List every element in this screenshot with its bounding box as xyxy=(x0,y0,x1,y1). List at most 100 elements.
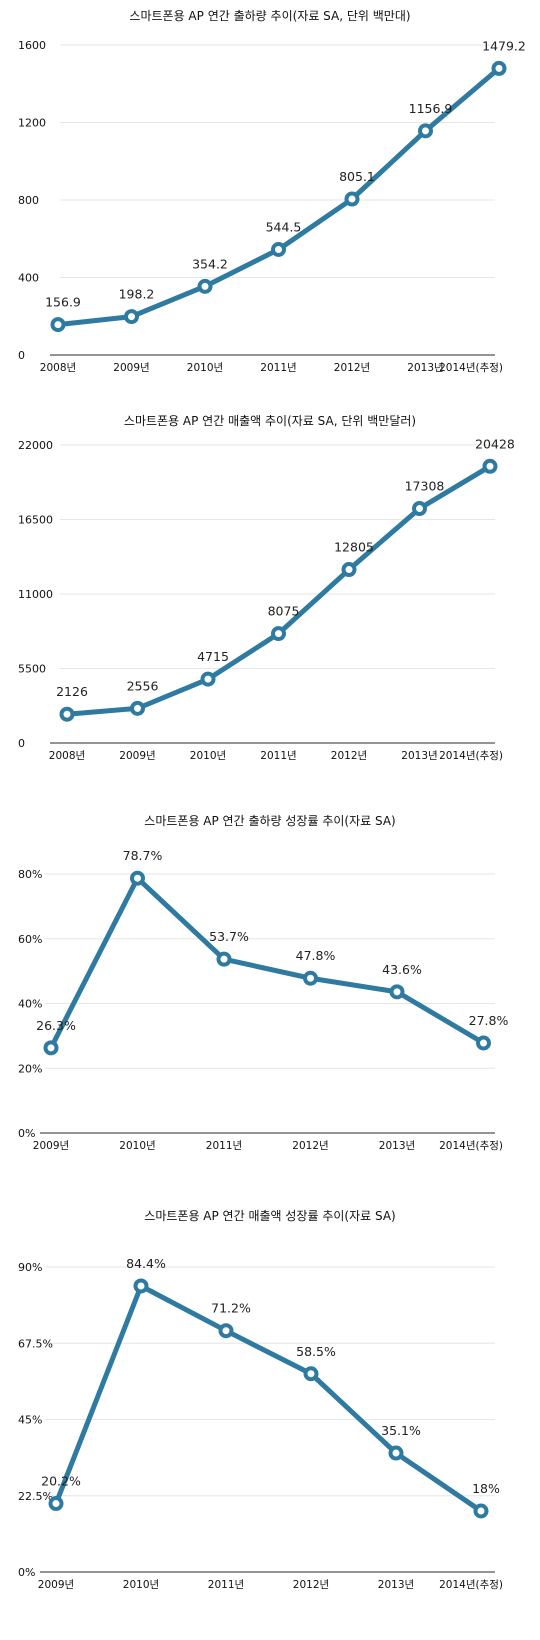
data-label: 35.1% xyxy=(381,1423,421,1438)
y-tick-label: 16500 xyxy=(18,514,53,527)
data-point xyxy=(130,870,145,886)
data-label: 1479.2 xyxy=(482,38,526,53)
x-tick-label: 2009년 xyxy=(113,362,149,374)
y-tick-label: 5500 xyxy=(18,663,46,676)
y-tick-label: 60% xyxy=(18,933,42,946)
y-tick-label: 90% xyxy=(18,1261,42,1274)
y-tick-label: 40% xyxy=(18,998,42,1011)
x-tick-label: 2009년 xyxy=(33,1140,69,1152)
data-point xyxy=(124,309,139,325)
data-label: 53.7% xyxy=(209,929,249,944)
chart-4: 스마트폰용 AP 연간 매출액 성장률 추이(자료 SA) 0% 22.5% 45% 6… xyxy=(18,1209,503,1591)
data-label: 20428 xyxy=(475,436,515,451)
data-point xyxy=(218,1323,234,1339)
y-tick-label: 1600 xyxy=(18,39,46,52)
y-tick-label: 22000 xyxy=(18,439,53,452)
data-label: 198.2 xyxy=(119,287,155,302)
y-tick-label: 800 xyxy=(18,194,39,207)
data-point xyxy=(197,278,213,294)
x-tick-label: 2012년 xyxy=(293,1579,329,1591)
x-tick-label: 2009년 xyxy=(38,1579,74,1591)
data-label: 47.8% xyxy=(296,948,336,963)
data-label: 20.2% xyxy=(41,1474,81,1489)
data-label: 43.6% xyxy=(382,962,422,977)
x-tick-label: 2010년 xyxy=(123,1579,159,1591)
data-label: 12805 xyxy=(334,540,374,555)
x-tick-label: 2008년 xyxy=(40,362,76,374)
data-point xyxy=(341,562,357,578)
series-line xyxy=(48,875,486,1051)
chart-1: 스마트폰용 AP 연간 출하량 추이(자료 SA, 단위 백만대) 0 400 800… xyxy=(18,9,526,374)
data-point xyxy=(412,501,427,517)
y-tick-label: 45% xyxy=(18,1414,42,1427)
data-label: 71.2% xyxy=(211,1301,251,1316)
data-point xyxy=(482,458,498,474)
data-label: 4715 xyxy=(197,649,229,664)
y-tick-label: 11000 xyxy=(18,588,53,601)
data-point xyxy=(388,1445,404,1461)
data-label: 1156.9 xyxy=(409,101,453,116)
x-tick-label: 2011년 xyxy=(260,750,296,762)
x-tick-label: 2013년 xyxy=(401,750,437,762)
data-label: 26.3% xyxy=(36,1018,76,1033)
data-label: 354.2 xyxy=(192,256,228,271)
data-point xyxy=(473,1503,489,1519)
data-label: 805.1 xyxy=(339,169,375,184)
data-point xyxy=(491,60,507,76)
x-tick-label: 2012년 xyxy=(331,750,367,762)
x-tick-label: 2011년 xyxy=(260,362,296,374)
x-tick-label: 2010년 xyxy=(190,750,226,762)
data-label: 18% xyxy=(472,1481,500,1496)
data-label: 544.5 xyxy=(266,220,302,235)
data-point xyxy=(418,123,433,139)
data-point xyxy=(130,700,145,716)
chart-2: 스마트폰용 AP 연간 매출액 추이(자료 SA, 단위 백만달러) 0 5500 1… xyxy=(18,414,515,762)
data-point xyxy=(48,1496,64,1512)
data-label: 17308 xyxy=(405,479,445,494)
x-tick-label: 2011년 xyxy=(208,1579,244,1591)
y-tick-label: 400 xyxy=(18,272,39,285)
data-point xyxy=(216,951,232,967)
x-tick-label: 2012년 xyxy=(292,1140,328,1152)
data-label: 156.9 xyxy=(45,295,81,310)
x-tick-label: 2014년(추정) xyxy=(439,362,503,374)
data-label: 27.8% xyxy=(469,1013,509,1028)
data-point xyxy=(50,317,66,333)
series-line xyxy=(64,463,493,717)
y-tick-label: 67.5% xyxy=(18,1337,53,1350)
data-label: 2126 xyxy=(56,684,88,699)
data-point xyxy=(344,191,360,207)
x-tick-label: 2014년(추정) xyxy=(439,1579,503,1591)
x-tick-label: 2008년 xyxy=(49,750,85,762)
data-point xyxy=(303,970,318,986)
data-point xyxy=(303,1366,319,1382)
chart-title: 스마트폰용 AP 연간 출하량 성장률 추이(자료 SA) xyxy=(144,814,395,828)
chart-title: 스마트폰용 AP 연간 매출액 성장률 추이(자료 SA) xyxy=(144,1209,395,1223)
x-tick-label: 2010년 xyxy=(119,1140,155,1152)
x-tick-label: 2009년 xyxy=(119,750,155,762)
y-tick-label: 22.5% xyxy=(18,1490,53,1503)
x-tick-label: 2013년 xyxy=(379,1140,415,1152)
chart-title: 스마트폰용 AP 연간 출하량 추이(자료 SA, 단위 백만대) xyxy=(129,9,410,23)
data-point xyxy=(133,1278,149,1294)
x-tick-label: 2014년(추정) xyxy=(439,750,503,762)
data-point xyxy=(271,242,286,258)
y-tick-label: 0% xyxy=(18,1566,35,1579)
x-tick-label: 2012년 xyxy=(334,362,370,374)
x-tick-label: 2014년(추정) xyxy=(439,1140,503,1152)
y-tick-label: 1200 xyxy=(18,117,46,130)
x-tick-label: 2013년 xyxy=(407,362,443,374)
y-tick-label: 0 xyxy=(18,737,25,750)
data-label: 84.4% xyxy=(126,1256,166,1271)
series-line xyxy=(53,1283,484,1514)
y-tick-label: 0% xyxy=(18,1127,35,1140)
data-label: 8075 xyxy=(268,604,300,619)
data-label: 58.5% xyxy=(296,1344,336,1359)
x-tick-label: 2011년 xyxy=(206,1140,242,1152)
data-point xyxy=(476,1035,491,1051)
y-tick-label: 80% xyxy=(18,868,42,881)
x-tick-label: 2013년 xyxy=(378,1579,414,1591)
data-point xyxy=(43,1040,59,1056)
data-point xyxy=(59,706,75,722)
